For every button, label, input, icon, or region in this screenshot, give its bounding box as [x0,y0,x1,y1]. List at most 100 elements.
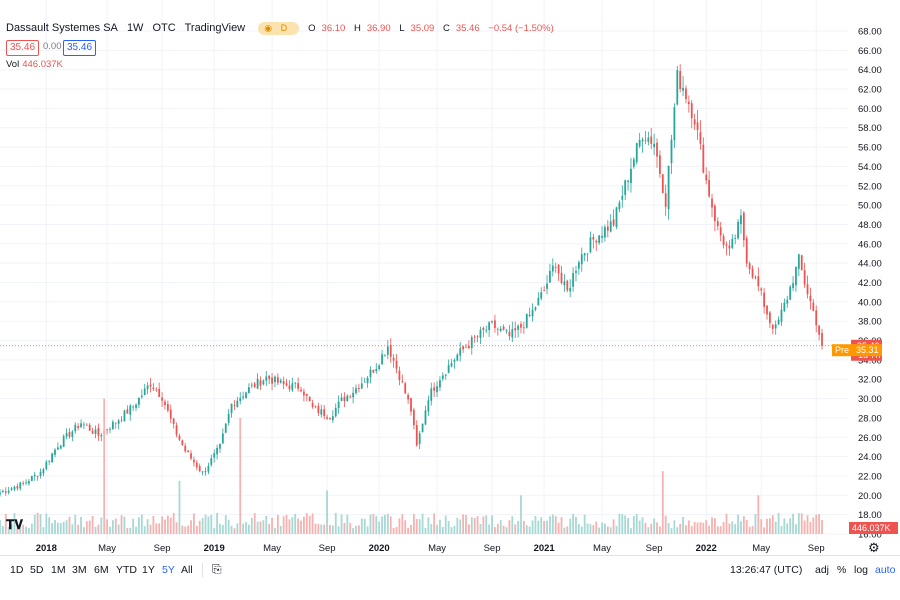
candle-body[interactable] [803,270,806,285]
candle-body[interactable] [572,273,574,287]
candle-body[interactable] [795,266,797,286]
candle-body[interactable] [155,389,158,391]
candle-body[interactable] [184,445,187,452]
candle-body[interactable] [329,418,331,420]
candle-body[interactable] [65,433,68,437]
candle-body[interactable] [369,369,372,377]
candle-body[interactable] [441,375,444,379]
candle-body[interactable] [604,227,606,238]
candle-body[interactable] [670,139,673,164]
candle-body[interactable] [476,335,479,337]
candle-body[interactable] [618,202,621,210]
candle-body[interactable] [135,404,137,408]
candle-body[interactable] [349,396,352,398]
candle-body[interactable] [531,309,534,317]
candle-body[interactable] [216,447,218,455]
candle-body[interactable] [786,299,789,304]
candle-body[interactable] [375,368,378,372]
candle-body[interactable] [815,310,818,326]
candle-body[interactable] [224,423,227,433]
candle-body[interactable] [334,407,337,417]
candle-body[interactable] [473,336,476,338]
candle-body[interactable] [731,239,734,248]
candle-body[interactable] [410,398,412,412]
candle-body[interactable] [392,357,395,361]
range-1y[interactable]: 1Y [142,564,155,576]
candle-body[interactable] [685,88,687,100]
candle-body[interactable] [195,462,198,468]
candle-body[interactable] [606,226,609,231]
candle-body[interactable] [161,397,163,401]
candle-body[interactable] [175,425,178,435]
candle-body[interactable] [436,386,438,393]
candle-body[interactable] [314,406,317,407]
candle-body[interactable] [546,283,548,289]
candle-body[interactable] [221,433,224,444]
candle-body[interactable] [94,429,97,434]
candle-body[interactable] [337,401,340,409]
candle-body[interactable] [488,322,491,331]
candle-body[interactable] [774,324,777,329]
candle-body[interactable] [740,215,742,225]
candle-body[interactable] [230,403,233,414]
candle-body[interactable] [673,107,676,141]
candle-body[interactable] [427,400,430,412]
candle-body[interactable] [525,314,528,328]
candle-body[interactable] [28,481,30,484]
candle-body[interactable] [783,302,786,312]
log-toggle[interactable]: log [854,564,869,576]
candle-body[interactable] [233,405,236,406]
candle-body[interactable] [528,314,531,317]
candle-body[interactable] [51,453,53,463]
candle-body[interactable] [638,139,641,147]
candle-body[interactable] [598,235,601,243]
candle-body[interactable] [447,365,450,373]
candle-body[interactable] [386,346,389,355]
candle-body[interactable] [696,122,699,130]
candle-body[interactable] [71,431,74,437]
candle-body[interactable] [439,380,441,388]
candle-body[interactable] [583,253,586,256]
candle-body[interactable] [204,471,207,473]
candle-body[interactable] [248,387,250,394]
candle-body[interactable] [644,139,647,141]
candle-body[interactable] [303,391,305,396]
candle-body[interactable] [462,346,464,350]
candle-body[interactable] [132,406,135,408]
candle-body[interactable] [595,240,598,243]
candle-body[interactable] [424,410,427,425]
candle-body[interactable] [126,409,129,414]
candle-body[interactable] [10,488,13,490]
candle-body[interactable] [792,283,794,289]
candle-body[interactable] [444,374,447,376]
candle-body[interactable] [554,266,557,268]
candle-body[interactable] [511,329,514,338]
candle-body[interactable] [120,419,123,421]
candle-body[interactable] [42,469,45,474]
candle-body[interactable] [360,383,363,389]
candle-body[interactable] [164,401,166,406]
candle-body[interactable] [378,365,381,370]
candle-body[interactable] [676,70,679,105]
candle-body[interactable] [690,103,693,119]
candle-body[interactable] [806,284,809,295]
range-1m[interactable]: 1M [51,564,66,576]
range-all[interactable]: All [181,564,193,576]
candle-body[interactable] [288,385,291,390]
candle-body[interactable] [7,490,10,493]
candle-body[interactable] [207,465,210,472]
candle-body[interactable] [780,309,783,322]
candle-body[interactable] [13,486,16,490]
candle-body[interactable] [751,268,754,278]
candle-body[interactable] [505,330,508,332]
candle-body[interactable] [123,410,126,422]
candle-body[interactable] [421,423,424,433]
candle-body[interactable] [352,392,355,398]
candle-body[interactable] [522,327,525,329]
candle-body[interactable] [372,369,375,373]
candle-body[interactable] [117,420,120,424]
candle-body[interactable] [769,312,771,324]
candle-body[interactable] [181,440,184,446]
candle-body[interactable] [502,326,505,330]
candle-body[interactable] [276,377,279,383]
